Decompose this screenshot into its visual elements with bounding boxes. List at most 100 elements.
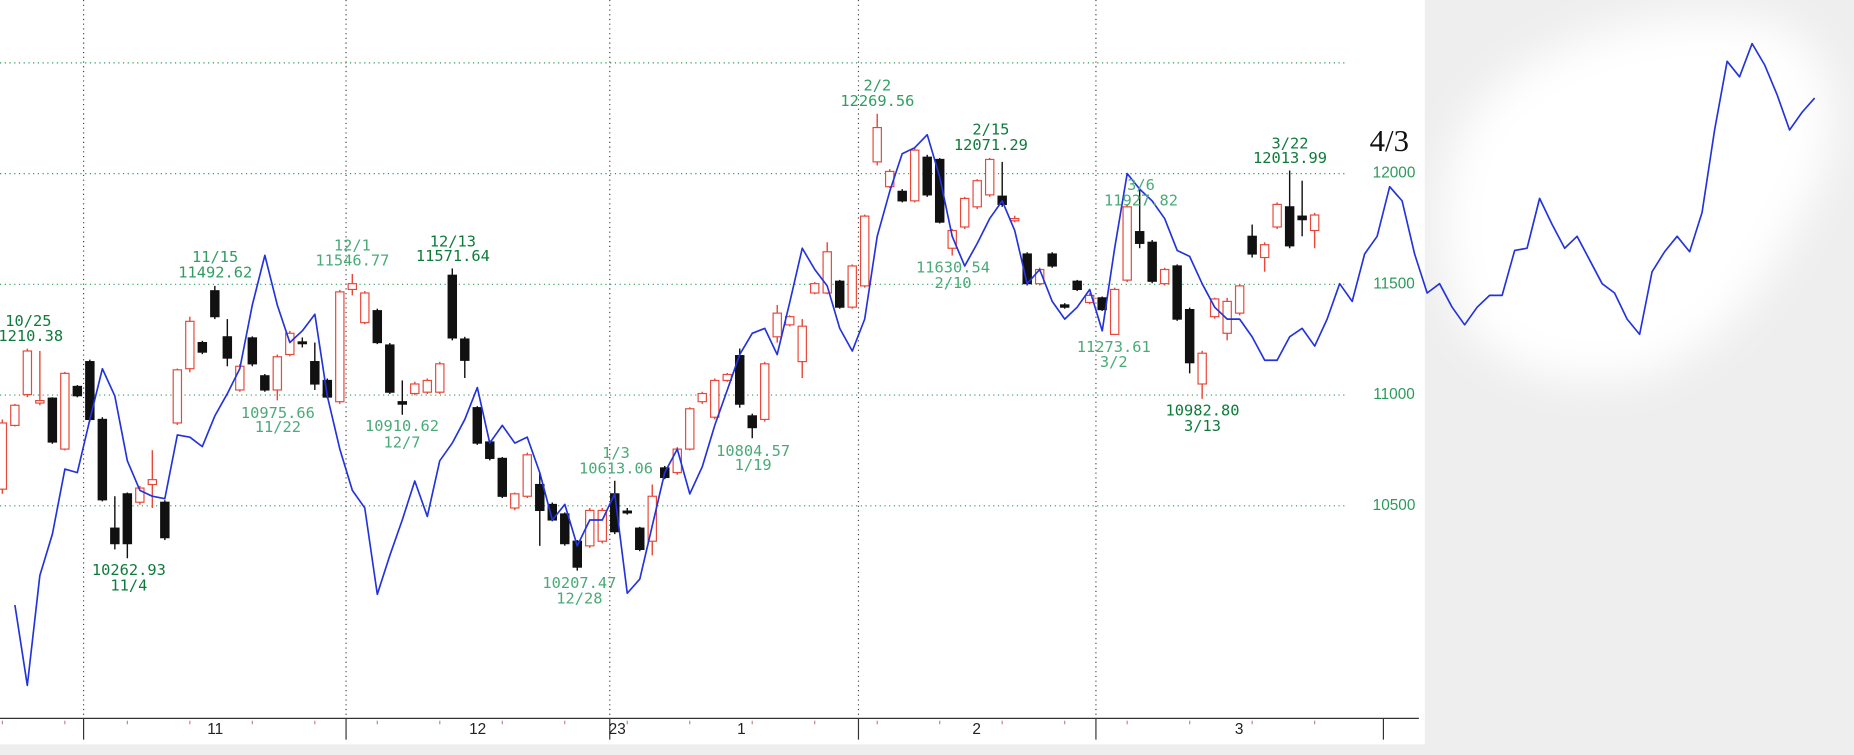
x-tick-label: 23 [609, 721, 626, 738]
candle-body [1109, 288, 1120, 335]
annotation: 10982.80 [1165, 402, 1239, 420]
candle-body [397, 401, 408, 405]
candle-body [1309, 214, 1320, 232]
annotation: 3/6 [1127, 176, 1155, 194]
y-tick-label: 10500 [1373, 497, 1416, 514]
index-line [14, 42, 1816, 687]
x-tick-label: 12 [469, 721, 486, 738]
candle-body [97, 418, 108, 501]
candle-body [72, 385, 83, 397]
annotation: 11630.54 [916, 259, 990, 277]
annotation: 11273.61 [1077, 338, 1151, 356]
annotation: 3/22 [1271, 135, 1308, 153]
candle-body [922, 156, 932, 196]
annotation: 2/15 [972, 120, 1009, 138]
candle-body [1297, 215, 1307, 221]
candle-body [697, 392, 707, 403]
candle-body [210, 290, 220, 318]
candle-body [422, 379, 433, 393]
candle-body [122, 493, 133, 545]
candle-body [572, 540, 582, 568]
candle-body [472, 407, 483, 444]
candle-body [35, 400, 45, 404]
candle-body [597, 509, 607, 542]
candle-body [347, 283, 358, 291]
annotation: 12/13 [430, 233, 476, 251]
candle-body [934, 158, 945, 223]
candle-body [1134, 231, 1145, 244]
candle-body [297, 341, 308, 345]
candle-body [872, 126, 882, 163]
candle-body [560, 513, 570, 545]
annotation: 12269.56 [840, 92, 914, 110]
annotation: 12013.99 [1253, 149, 1327, 167]
y-tick-label: 12000 [1373, 165, 1416, 182]
candle-body [1159, 268, 1170, 285]
candle-body [135, 487, 145, 503]
candle-body [272, 356, 283, 391]
annotation: 10975.66 [241, 404, 315, 422]
candle-body [1072, 280, 1082, 291]
candle-body [1272, 203, 1282, 228]
annotation: 2/2 [863, 77, 891, 95]
candle-body [385, 344, 395, 393]
candle-body [685, 408, 695, 450]
candle-body [984, 158, 995, 196]
corner-label: 4/3 [1370, 124, 1409, 158]
annotation: 1/19 [735, 456, 772, 474]
bottom-strip [0, 744, 1854, 755]
candle-body [310, 361, 320, 385]
candle-body [360, 292, 370, 324]
x-tick-label: 2 [972, 721, 981, 738]
candle-body [622, 510, 632, 514]
y-tick-label: 11000 [1373, 386, 1415, 403]
candle-body [1234, 285, 1245, 314]
candle-body [535, 483, 545, 512]
candle-body [147, 479, 158, 486]
candle-body [1059, 304, 1070, 308]
candle-body [847, 265, 857, 308]
candle-body [897, 190, 907, 202]
annotation: 10613.06 [579, 460, 653, 478]
x-tick-label: 3 [1235, 721, 1244, 738]
y-tick-label: 11500 [1373, 275, 1415, 292]
candle-body [522, 454, 533, 497]
candle-body [1284, 206, 1295, 247]
candle-body [585, 509, 595, 547]
annotation: 10262.93 [92, 561, 166, 579]
annotation: 11/15 [192, 248, 238, 266]
candles [0, 113, 1320, 571]
candle-body [222, 336, 233, 359]
candle-body [410, 383, 420, 395]
annotation: 12/1 [334, 236, 371, 254]
candle-body [1009, 217, 1020, 222]
candle-body [747, 415, 757, 429]
annotation: 12/7 [384, 434, 421, 452]
candle-body [822, 251, 832, 294]
candle-body [285, 332, 295, 356]
annotation: 10207.47 [542, 574, 616, 592]
annotation: 11571.64 [416, 247, 490, 265]
candle-body [947, 229, 957, 249]
candle-body [160, 501, 170, 539]
candle-body [810, 283, 820, 294]
annotation: 11/22 [255, 418, 301, 436]
annotation: 12/28 [556, 590, 602, 608]
candle-body [760, 363, 770, 421]
candle-body [909, 149, 920, 202]
candle-body [1122, 206, 1132, 281]
candle-body [510, 493, 520, 509]
candle-body [372, 310, 383, 344]
candle-body [1184, 308, 1195, 364]
candle-body [1172, 265, 1182, 320]
candle-body [247, 337, 258, 365]
candle-body [485, 441, 495, 459]
annotation: 1210.38 [0, 327, 63, 345]
candle-body [22, 350, 33, 396]
candle-body [185, 320, 195, 370]
side-panel-glow [1442, 16, 1833, 381]
candle-body [1247, 235, 1257, 255]
